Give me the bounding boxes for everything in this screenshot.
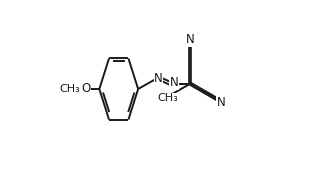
Text: CH₃: CH₃ — [157, 93, 178, 103]
Text: N: N — [154, 72, 163, 85]
Text: N: N — [170, 77, 179, 90]
Text: O: O — [81, 82, 91, 96]
Text: CH₃: CH₃ — [60, 84, 81, 94]
Text: N: N — [216, 96, 225, 109]
Text: N: N — [186, 33, 195, 46]
